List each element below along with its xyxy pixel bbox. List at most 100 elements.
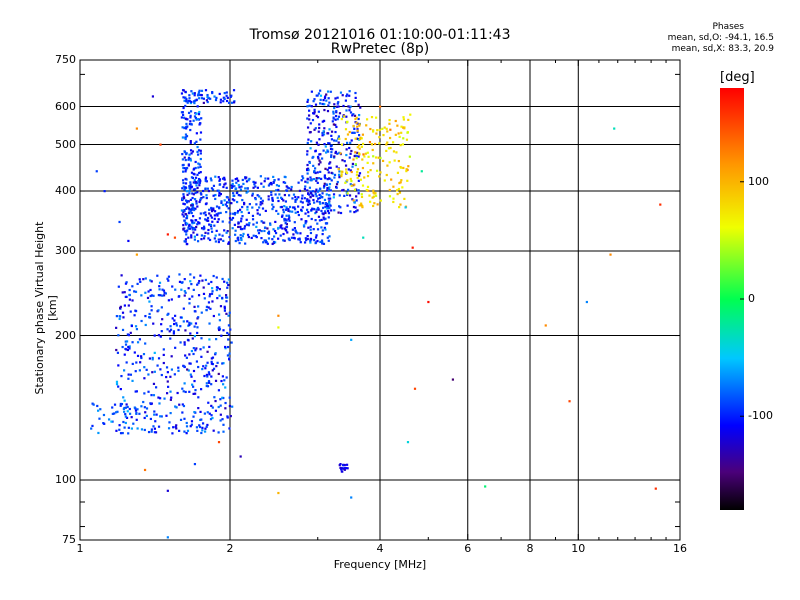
data-point — [361, 142, 365, 145]
data-point — [323, 218, 326, 221]
data-point — [197, 91, 201, 94]
data-point — [225, 210, 228, 214]
data-point — [153, 370, 156, 373]
data-point — [277, 199, 280, 203]
data-point — [354, 163, 357, 166]
data-point — [290, 188, 293, 191]
data-point — [298, 189, 302, 192]
data-point — [220, 334, 223, 337]
data-point — [328, 128, 331, 131]
data-point — [139, 280, 142, 283]
data-point — [356, 129, 359, 132]
data-point — [143, 428, 146, 432]
data-point — [179, 316, 182, 319]
data-point — [300, 208, 303, 211]
data-point — [339, 466, 342, 470]
data-point — [203, 297, 206, 300]
y-tick-label: 400 — [55, 184, 76, 198]
data-point — [182, 307, 185, 310]
data-point — [118, 220, 121, 224]
data-point — [103, 422, 106, 425]
data-point — [254, 198, 257, 201]
data-point — [175, 406, 178, 409]
data-point — [332, 110, 335, 113]
data-point — [271, 203, 274, 206]
data-point — [145, 414, 148, 418]
data-point — [233, 211, 237, 215]
stats-o-mode: mean, sd,O: -94.1, 16.5 — [667, 33, 774, 43]
data-point — [207, 380, 211, 383]
data-point — [322, 133, 326, 136]
x-tick-label: 10 — [571, 542, 586, 555]
data-point — [353, 188, 357, 191]
data-point — [251, 218, 255, 221]
data-point — [332, 123, 335, 126]
data-point — [300, 179, 303, 182]
data-point — [190, 176, 194, 179]
data-point — [190, 211, 193, 215]
data-point — [212, 274, 215, 278]
data-point — [230, 94, 233, 97]
data-point — [245, 191, 248, 194]
data-point — [152, 294, 155, 297]
data-point — [185, 135, 189, 138]
data-point — [408, 155, 411, 158]
data-point — [346, 93, 349, 96]
data-point — [214, 379, 218, 382]
data-point — [131, 285, 134, 288]
data-point — [264, 209, 267, 213]
data-point — [346, 121, 349, 124]
data-point — [277, 237, 280, 240]
data-point — [283, 227, 287, 230]
grid-lines — [80, 60, 680, 540]
data-point — [357, 155, 360, 158]
data-point — [103, 190, 106, 193]
data-point — [169, 337, 172, 340]
data-point — [207, 401, 210, 404]
data-point — [275, 189, 278, 192]
data-point — [403, 197, 406, 200]
data-point — [402, 166, 405, 170]
data-point — [191, 192, 194, 195]
data-point — [169, 398, 172, 401]
data-point — [102, 413, 106, 417]
data-point — [250, 236, 253, 240]
data-point — [196, 153, 200, 156]
data-point — [150, 394, 153, 397]
data-point — [320, 239, 324, 242]
data-point — [406, 131, 409, 134]
data-point — [214, 352, 217, 355]
chart-subtitle: RwPretec (8p) — [330, 41, 430, 57]
data-point — [212, 429, 215, 432]
data-point — [386, 141, 389, 144]
data-point — [192, 385, 195, 388]
data-point — [115, 326, 118, 329]
data-point — [224, 407, 227, 410]
data-point — [189, 273, 192, 276]
data-point — [162, 353, 165, 357]
data-point — [218, 207, 221, 210]
data-point — [207, 228, 210, 232]
data-point — [205, 308, 208, 312]
data-point — [150, 428, 153, 431]
data-point — [189, 210, 192, 213]
data-point — [199, 197, 202, 200]
data-point — [188, 353, 191, 356]
data-point — [169, 328, 173, 331]
data-point — [351, 162, 355, 166]
data-point — [136, 354, 140, 358]
data-point — [183, 197, 186, 200]
data-point — [223, 229, 226, 232]
data-point — [189, 116, 192, 119]
data-point — [305, 220, 308, 223]
data-point — [183, 430, 186, 433]
data-point — [312, 100, 315, 103]
data-point — [309, 176, 312, 179]
data-point — [115, 411, 118, 414]
data-point — [180, 92, 184, 95]
data-point — [202, 286, 205, 289]
data-point — [269, 222, 272, 225]
data-point — [355, 157, 358, 160]
data-point — [219, 238, 222, 241]
